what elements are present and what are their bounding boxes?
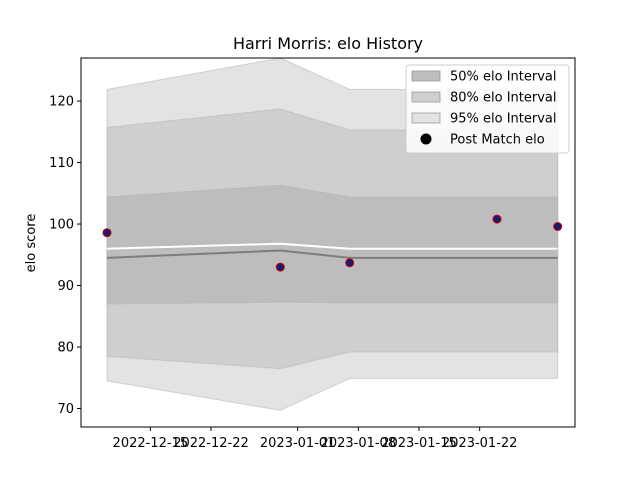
y-tick-label: 110 <box>49 156 74 171</box>
legend-label: Post Match elo <box>450 133 545 148</box>
y-tick-label: 90 <box>57 279 74 294</box>
data-point <box>275 262 285 272</box>
legend-swatch <box>411 112 441 124</box>
y-axis-label: elo score <box>24 214 39 273</box>
legend-box <box>405 64 570 154</box>
x-tick-label: 2022-12-15 <box>113 436 189 451</box>
y-tick-label: 100 <box>49 218 74 233</box>
x-tick-label: 2023-01-01 <box>260 436 336 451</box>
band-50pct-elo-interval <box>106 184 559 305</box>
y-tick-label: 120 <box>49 95 74 110</box>
x-tick-label: 2023-01-08 <box>321 436 397 451</box>
legend-swatch <box>411 70 441 82</box>
data-point <box>553 222 563 231</box>
y-tick-label: 80 <box>57 341 74 356</box>
chart-title: Harri Morris: elo History <box>233 34 423 53</box>
legend-label: 80% elo Interval <box>450 91 557 106</box>
mean-line <box>106 242 558 250</box>
legend: 50% elo Interval 80% elo Interval 95% elo … <box>405 64 570 154</box>
median-line <box>106 249 558 259</box>
legend-label: 50% elo Interval <box>450 70 557 85</box>
x-tick-label: 2022-12-22 <box>173 436 249 451</box>
legend-marker <box>420 133 432 145</box>
x-tick-label: 2023-01-22 <box>442 436 518 451</box>
plot-frame <box>80 57 576 428</box>
legend-swatch <box>411 91 441 103</box>
x-tick-label: 2023-01-15 <box>381 436 457 451</box>
data-point <box>492 214 502 224</box>
legend-label: 95% elo Interval <box>450 112 557 127</box>
data-point <box>102 228 112 238</box>
data-point <box>345 258 355 268</box>
y-tick-label: 70 <box>57 402 74 417</box>
